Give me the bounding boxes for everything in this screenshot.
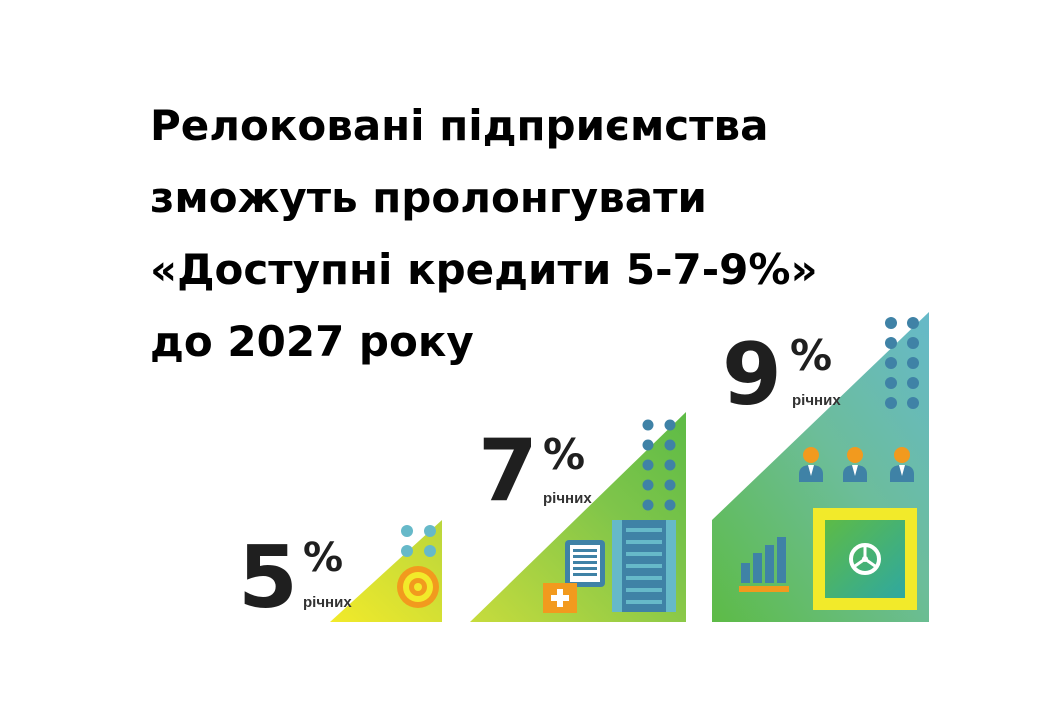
tier-5-label: річних [303, 594, 352, 611]
tier-9-percent-sign: % [790, 331, 832, 380]
coin-stack-icon [612, 520, 676, 612]
people-icon [799, 447, 914, 482]
document-icon [565, 540, 605, 587]
safe-icon [813, 508, 917, 610]
tier-7-number: 7 [478, 421, 538, 521]
tier-5-dots [401, 525, 436, 557]
headline-line-1: Релоковані підприємства [150, 101, 769, 150]
tier-7-percent: 7 % річних [470, 412, 686, 622]
tier-5-percent: 5 % річних [238, 520, 442, 628]
headline-line-2: зможуть пролонгувати [150, 173, 707, 222]
tier-5-number: 5 [238, 528, 298, 628]
headline: Релоковані підприємства зможуть пролонгу… [150, 90, 818, 378]
tier-9-number: 9 [722, 325, 782, 425]
target-icon [397, 566, 439, 608]
bar-chart-icon [739, 537, 789, 592]
tier-7-dots [642, 419, 676, 511]
tier-9-percent: 9 % річних [712, 312, 929, 622]
headline-line-3: «Доступні кредити 5-7-9%» [150, 245, 818, 294]
tier-7-label: річних [543, 490, 592, 507]
tier-9-dots [885, 317, 919, 409]
tier-9-label: річних [792, 392, 841, 409]
headline-line-4: до 2027 року [150, 317, 474, 366]
tier-7-percent-sign: % [543, 430, 585, 479]
tier-5-percent-sign: % [303, 535, 343, 581]
plus-icon [543, 583, 577, 613]
